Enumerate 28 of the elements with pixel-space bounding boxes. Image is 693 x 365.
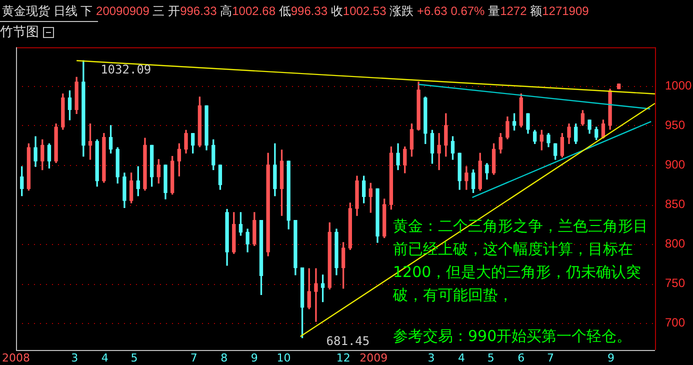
x-tick-label: 2009 <box>360 351 388 364</box>
y-tick-label: 1000 <box>665 78 692 92</box>
y-tick-label: 950 <box>665 118 686 132</box>
chart-subtitle: 竹节图 <box>0 25 39 40</box>
x-tick-label: 2008 <box>2 351 30 364</box>
y-tick-label: 850 <box>665 196 686 211</box>
y-tick-label: 800 <box>665 236 686 250</box>
annotation: 参考交易：990开始买第一个轻仓。 <box>393 326 633 347</box>
x-tick-label: 4 <box>101 351 108 364</box>
x-tick-label: 9 <box>250 351 258 364</box>
y-tick-label: 750 <box>665 276 686 290</box>
x-tick-label: 8 <box>220 351 228 364</box>
x-tick-label: 4 <box>458 351 466 364</box>
x-tick-label: 5 <box>130 351 138 364</box>
annotation: 1032.09 <box>100 62 152 77</box>
x-tick-label: 12 <box>336 351 350 364</box>
x-tick-label: 10 <box>276 351 291 364</box>
chart-title: 黄金现货 日线 下 20090909 三 开996.33 高1002.68 低996.33 收1002.53 涨跌 +6.63 0.67% 量1272 额1271909 <box>2 4 589 18</box>
x-tick-label: 3 <box>428 351 435 364</box>
x-tick-label: 9 <box>608 351 615 364</box>
x-tick-label: 5 <box>487 351 494 364</box>
y-tick-label: 900 <box>665 157 686 172</box>
x-tick-label: 7 <box>546 351 554 364</box>
y-tick-label: 700 <box>665 315 686 330</box>
x-tick-label: 7 <box>190 351 198 364</box>
x-tick-label: 3 <box>71 351 78 364</box>
x-tick-label: 6 <box>518 351 525 364</box>
annotation: 681.45 <box>326 334 370 348</box>
